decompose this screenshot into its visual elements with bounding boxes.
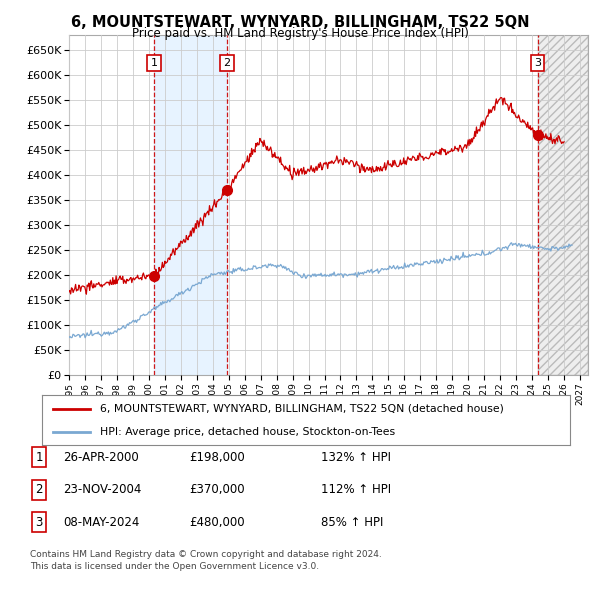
Text: 3: 3 (535, 58, 541, 68)
Text: 132% ↑ HPI: 132% ↑ HPI (321, 451, 391, 464)
Text: 112% ↑ HPI: 112% ↑ HPI (321, 483, 391, 496)
Text: Contains HM Land Registry data © Crown copyright and database right 2024.: Contains HM Land Registry data © Crown c… (30, 550, 382, 559)
Text: 2: 2 (35, 483, 43, 496)
Text: Price paid vs. HM Land Registry's House Price Index (HPI): Price paid vs. HM Land Registry's House … (131, 27, 469, 40)
Text: 6, MOUNTSTEWART, WYNYARD, BILLINGHAM, TS22 5QN (detached house): 6, MOUNTSTEWART, WYNYARD, BILLINGHAM, TS… (100, 404, 504, 414)
Text: 26-APR-2000: 26-APR-2000 (63, 451, 139, 464)
Text: 85% ↑ HPI: 85% ↑ HPI (321, 516, 383, 529)
Text: £480,000: £480,000 (189, 516, 245, 529)
Text: 2: 2 (224, 58, 230, 68)
Text: This data is licensed under the Open Government Licence v3.0.: This data is licensed under the Open Gov… (30, 562, 319, 571)
Text: £370,000: £370,000 (189, 483, 245, 496)
Text: 08-MAY-2024: 08-MAY-2024 (63, 516, 139, 529)
Text: 1: 1 (151, 58, 157, 68)
Text: £198,000: £198,000 (189, 451, 245, 464)
Text: 6, MOUNTSTEWART, WYNYARD, BILLINGHAM, TS22 5QN: 6, MOUNTSTEWART, WYNYARD, BILLINGHAM, TS… (71, 15, 529, 30)
Text: 1: 1 (35, 451, 43, 464)
Text: 3: 3 (35, 516, 43, 529)
Text: 23-NOV-2004: 23-NOV-2004 (63, 483, 142, 496)
Text: HPI: Average price, detached house, Stockton-on-Tees: HPI: Average price, detached house, Stoc… (100, 427, 395, 437)
